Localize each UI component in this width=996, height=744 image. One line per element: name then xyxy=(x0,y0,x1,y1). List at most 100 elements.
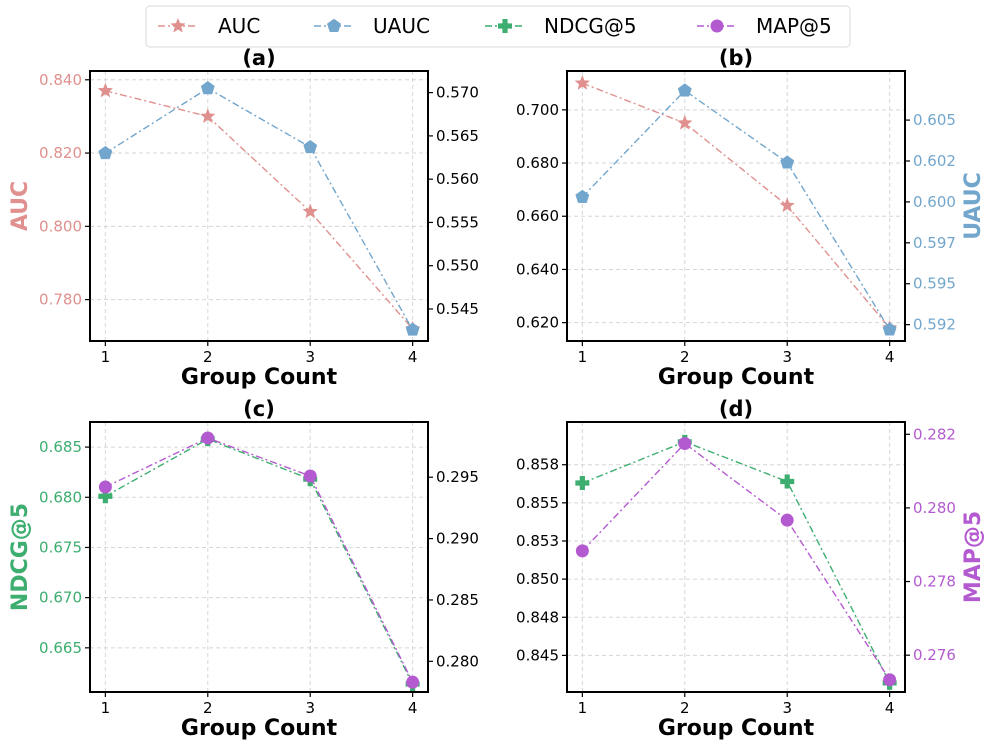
y-tick-label-left: 0.675 xyxy=(39,538,82,556)
y-tick-label-left: 0.858 xyxy=(516,456,559,474)
y-tick-label-right: 0.290 xyxy=(436,530,479,548)
x-tick-label: 3 xyxy=(782,699,792,717)
series-right-line xyxy=(105,87,414,331)
x-tick-label: 1 xyxy=(578,699,588,717)
data-point xyxy=(883,673,897,687)
axes-frame xyxy=(566,70,906,342)
y-tick-label-left: 0.670 xyxy=(39,589,82,607)
series-right-line xyxy=(105,437,414,683)
legend-marker-shape xyxy=(498,19,512,33)
x-tick-label: 4 xyxy=(408,699,418,717)
x-tick-label: 2 xyxy=(680,348,690,366)
y-tick-label-left: 0.853 xyxy=(516,532,559,550)
series-right xyxy=(98,80,420,336)
y-tick-label-right: 0.295 xyxy=(436,468,479,486)
grid xyxy=(567,422,905,692)
data-point xyxy=(779,197,795,213)
x-tick-label: 2 xyxy=(203,699,213,717)
y-tick-label-left: 0.780 xyxy=(39,291,82,309)
data-point xyxy=(575,544,589,558)
ylabel-c-left: NDCG@5 xyxy=(8,503,33,611)
legend: AUC UAUC NDCG@5 MAP@5 xyxy=(145,5,851,48)
panel-d: 1 2 3 4 0.845 0.848 0.850 0.853 0.855 0.858 0.276 0… xyxy=(516,421,956,717)
data-point xyxy=(678,436,692,450)
ylabel-b-right: UAUC xyxy=(961,172,986,240)
y-tick-label-right: 0.595 xyxy=(913,275,956,293)
x-tick-label: 4 xyxy=(885,699,895,717)
y-tick-label-left: 0.665 xyxy=(39,639,82,657)
title-c: (c) xyxy=(243,397,275,421)
series-left xyxy=(575,434,897,690)
legend-marker-shape xyxy=(170,17,186,33)
ylabel-d-right: MAP@5 xyxy=(961,511,986,603)
x-tick-label: 3 xyxy=(305,699,315,717)
x-tick-label: 4 xyxy=(408,348,418,366)
y-tick-label-right: 0.597 xyxy=(913,234,956,252)
y-tick-label-left: 0.680 xyxy=(516,154,559,172)
y-tick-label-left: 0.685 xyxy=(39,438,82,456)
data-point xyxy=(575,476,590,491)
data-point xyxy=(200,108,216,124)
grid xyxy=(567,71,905,341)
x-tick-label: 1 xyxy=(101,699,111,717)
y-tick-label-left: 0.845 xyxy=(516,646,559,664)
legend-label-auc: AUC xyxy=(218,14,260,38)
grid xyxy=(90,71,428,341)
y-tick-label-right: 0.605 xyxy=(913,111,956,129)
data-point xyxy=(98,489,113,504)
series-left xyxy=(98,432,420,691)
title-d: (d) xyxy=(719,397,753,421)
xlabel-c: Group Count xyxy=(181,716,338,741)
y-tick-label-left: 0.848 xyxy=(516,608,559,626)
data-point xyxy=(302,203,318,219)
y-tick-label-right: 0.278 xyxy=(913,573,956,591)
legend-item-map: MAP@5 xyxy=(697,14,832,38)
data-point xyxy=(882,322,897,336)
legend-marker-uauc xyxy=(327,18,341,32)
data-point xyxy=(98,145,113,160)
x-tick-label: 1 xyxy=(578,348,588,366)
data-point xyxy=(677,114,693,130)
y-tick-label-right: 0.565 xyxy=(436,127,479,145)
legend-label-ndcg: NDCG@5 xyxy=(544,14,637,38)
y-tick-label-right: 0.602 xyxy=(913,152,956,170)
data-point xyxy=(98,480,112,494)
ylabel-a-left: AUC xyxy=(8,181,33,231)
xlabel-d: Group Count xyxy=(658,716,815,741)
series-left xyxy=(97,82,421,336)
y-tick-label-left: 0.660 xyxy=(516,207,559,225)
series-left-line xyxy=(582,82,891,329)
y-tick-label-right: 0.592 xyxy=(913,316,956,334)
panel-a: 1 2 3 4 0.780 0.800 0.820 0.840 0.545 0.550 0.555 0… xyxy=(39,70,479,366)
series-right xyxy=(98,431,420,689)
y-tick-label-right: 0.545 xyxy=(436,300,479,318)
title-b: (b) xyxy=(719,46,753,70)
xlabel-b: Group Count xyxy=(658,365,815,390)
x-tick-label: 4 xyxy=(885,348,895,366)
legend-marker-shape xyxy=(710,19,724,33)
y-tick-label-right: 0.285 xyxy=(436,591,479,609)
axes-frame xyxy=(89,70,429,342)
y-tick-label-right: 0.282 xyxy=(913,425,956,443)
y-tick-label-right: 0.276 xyxy=(913,646,956,664)
y-tick-label-right: 0.280 xyxy=(436,652,479,670)
legend-marker-ndcg xyxy=(498,19,512,33)
legend-item-ndcg: NDCG@5 xyxy=(485,14,637,38)
grid xyxy=(90,422,428,692)
data-point xyxy=(780,513,794,527)
axes-frame xyxy=(566,421,906,693)
y-tick-label-right: 0.600 xyxy=(913,193,956,211)
legend-item-auc: AUC xyxy=(158,14,260,38)
y-tick-label-right: 0.570 xyxy=(436,84,479,102)
y-tick-label-left: 0.800 xyxy=(39,217,82,235)
data-point xyxy=(574,74,591,90)
y-tick-label-left: 0.680 xyxy=(39,488,82,506)
y-tick-label-right: 0.550 xyxy=(436,257,479,275)
y-tick-label-left: 0.820 xyxy=(39,144,82,162)
y-tick-label-left: 0.855 xyxy=(516,494,559,512)
data-point xyxy=(405,322,420,336)
data-point xyxy=(406,675,420,689)
y-tick-label-left: 0.850 xyxy=(516,570,559,588)
legend-item-uauc: UAUC xyxy=(314,14,430,38)
